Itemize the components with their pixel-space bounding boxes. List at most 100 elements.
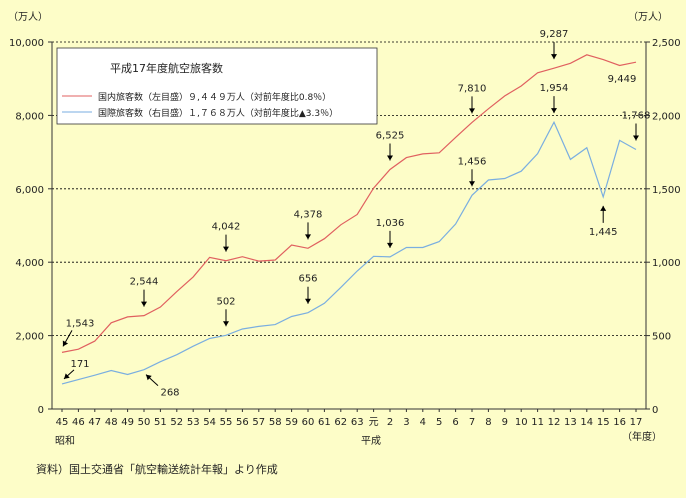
annotation-arrow-head <box>141 301 147 307</box>
x-tick-label: 48 <box>105 417 118 428</box>
era-label-showa: 昭和 <box>55 435 75 447</box>
annotation-arrow-head <box>64 373 70 379</box>
x-tick-label: 51 <box>154 417 167 428</box>
annotation-arrow-head <box>387 155 393 161</box>
x-axis: 45 46 47 48 49 50 51 52 53 54 55 56 57 58 59 60 61 62 63 元 2… <box>56 409 643 428</box>
annotation-arrow-head <box>387 242 393 248</box>
data-label: 2,544 <box>130 277 159 288</box>
data-label: 171 <box>70 359 89 370</box>
x-tick-label: 60 <box>302 417 315 428</box>
x-tick-label: 4 <box>420 417 426 428</box>
data-label: 656 <box>298 274 317 285</box>
data-label: 502 <box>216 296 235 307</box>
x-tick-label: 11 <box>531 417 544 428</box>
x-tick-label: 5 <box>436 417 442 428</box>
x-tick-label: 59 <box>285 417 298 428</box>
x-tick-label: 10 <box>515 417 528 428</box>
data-label: 1,456 <box>458 156 487 167</box>
x-tick-label: 15 <box>597 417 610 428</box>
x-tick-label: 13 <box>564 417 577 428</box>
chart-title: 平成17年度航空旅客数 <box>110 61 223 75</box>
x-axis-label: （年度） <box>622 430 662 443</box>
data-label: 7,810 <box>458 83 487 94</box>
y-right-unit: （万人） <box>628 11 668 23</box>
x-tick-label: 63 <box>351 417 364 428</box>
data-label: 1,445 <box>589 227 618 238</box>
x-tick-label: 17 <box>630 417 643 428</box>
y-axis-right: 0 500 1,000 1,500 2,000 2,500 <box>646 38 681 416</box>
y-right-tick-label: 1,000 <box>652 258 681 269</box>
data-label: 268 <box>160 388 179 399</box>
legend: 平成17年度航空旅客数 国内旅客数（左目盛）９,４４９万人（対前年度比0.8％）… <box>56 47 378 125</box>
y-right-tick-label: 0 <box>652 405 658 416</box>
annotation-arrow-head <box>305 298 311 304</box>
annotation-arrow-head <box>305 234 311 240</box>
x-tick-label: 45 <box>56 417 69 428</box>
x-tick-label: 2 <box>387 417 393 428</box>
annotation-arrow-head <box>469 108 475 114</box>
x-tick-label: 3 <box>403 417 409 428</box>
x-tick-label: 8 <box>485 417 491 428</box>
data-label: 1,543 <box>66 318 95 329</box>
annotation-arrow-head <box>551 54 557 60</box>
y-right-tick-label: 2,000 <box>652 111 681 122</box>
x-tick-label: 50 <box>138 417 151 428</box>
annotation-arrow-head <box>551 108 557 114</box>
series-lines <box>61 54 637 385</box>
annotation-arrow-head <box>146 374 152 381</box>
y-left-unit: （万人） <box>8 11 48 23</box>
annotations: 1,543 2,544 4,042 4,378 6,525 7,810 9,287 9,449… <box>62 29 650 399</box>
x-tick-label: 55 <box>220 417 233 428</box>
data-label: 1,036 <box>376 218 405 229</box>
series-line-domestic <box>61 54 637 353</box>
x-tick-label: 58 <box>269 417 282 428</box>
x-tick-label: 6 <box>452 417 458 428</box>
x-tick-label: 61 <box>318 417 331 428</box>
x-tick-label: 47 <box>88 417 101 428</box>
annotation-arrow-head <box>62 340 69 347</box>
y-left-tick-label: 0 <box>38 405 44 416</box>
x-tick-label: 12 <box>548 417 561 428</box>
x-tick-label: 62 <box>334 417 347 428</box>
x-tick-label: 9 <box>502 417 508 428</box>
data-label: 4,378 <box>294 209 323 220</box>
x-tick-label: 56 <box>236 417 249 428</box>
y-left-tick-label: 4,000 <box>15 258 44 269</box>
x-tick-label: 53 <box>187 417 200 428</box>
data-label: 6,525 <box>376 131 405 142</box>
y-axis-left: 0 2,000 4,000 6,000 8,000 10,000 <box>9 38 52 416</box>
y-right-tick-label: 500 <box>652 332 671 343</box>
data-label: 1,954 <box>540 83 569 94</box>
x-tick-label: 7 <box>469 417 475 428</box>
x-tick-label: 54 <box>203 417 216 428</box>
series-line-international <box>61 120 637 385</box>
y-left-tick-label: 2,000 <box>15 332 44 343</box>
x-tick-label: 46 <box>72 417 85 428</box>
data-label: 9,287 <box>540 29 569 40</box>
x-tick-label: 元 <box>369 417 379 428</box>
era-label-heisei: 平成 <box>361 435 381 447</box>
annotation-arrow-head <box>469 181 475 187</box>
legend-label-domestic: 国内旅客数（左目盛）９,４４９万人（対前年度比0.8％） <box>98 91 331 103</box>
y-left-tick-label: 10,000 <box>9 38 44 49</box>
y-right-tick-label: 1,500 <box>652 185 681 196</box>
legend-box <box>56 47 378 125</box>
x-tick-label: 16 <box>613 417 626 428</box>
y-left-tick-label: 6,000 <box>15 185 44 196</box>
x-tick-label: 14 <box>580 417 593 428</box>
source-note: 資料）国土交通省「航空輸送統計年報」より作成 <box>36 462 278 476</box>
annotation-arrow-head <box>223 246 229 252</box>
y-right-tick-label: 2,500 <box>652 38 681 49</box>
y-left-tick-label: 8,000 <box>15 111 44 122</box>
annotation-arrow-head <box>223 321 229 327</box>
data-label: 4,042 <box>212 222 241 233</box>
data-label: 9,449 <box>608 74 637 85</box>
annotation-arrow-head <box>600 205 607 211</box>
annotation-arrow-head <box>633 135 639 141</box>
axes <box>51 42 647 410</box>
x-tick-label: 49 <box>121 417 134 428</box>
legend-label-international: 国際旅客数（右目盛）１,７６８万人（対前年度比▲3.3％） <box>98 107 338 119</box>
x-tick-label: 57 <box>252 417 265 428</box>
x-tick-label: 52 <box>170 417 183 428</box>
